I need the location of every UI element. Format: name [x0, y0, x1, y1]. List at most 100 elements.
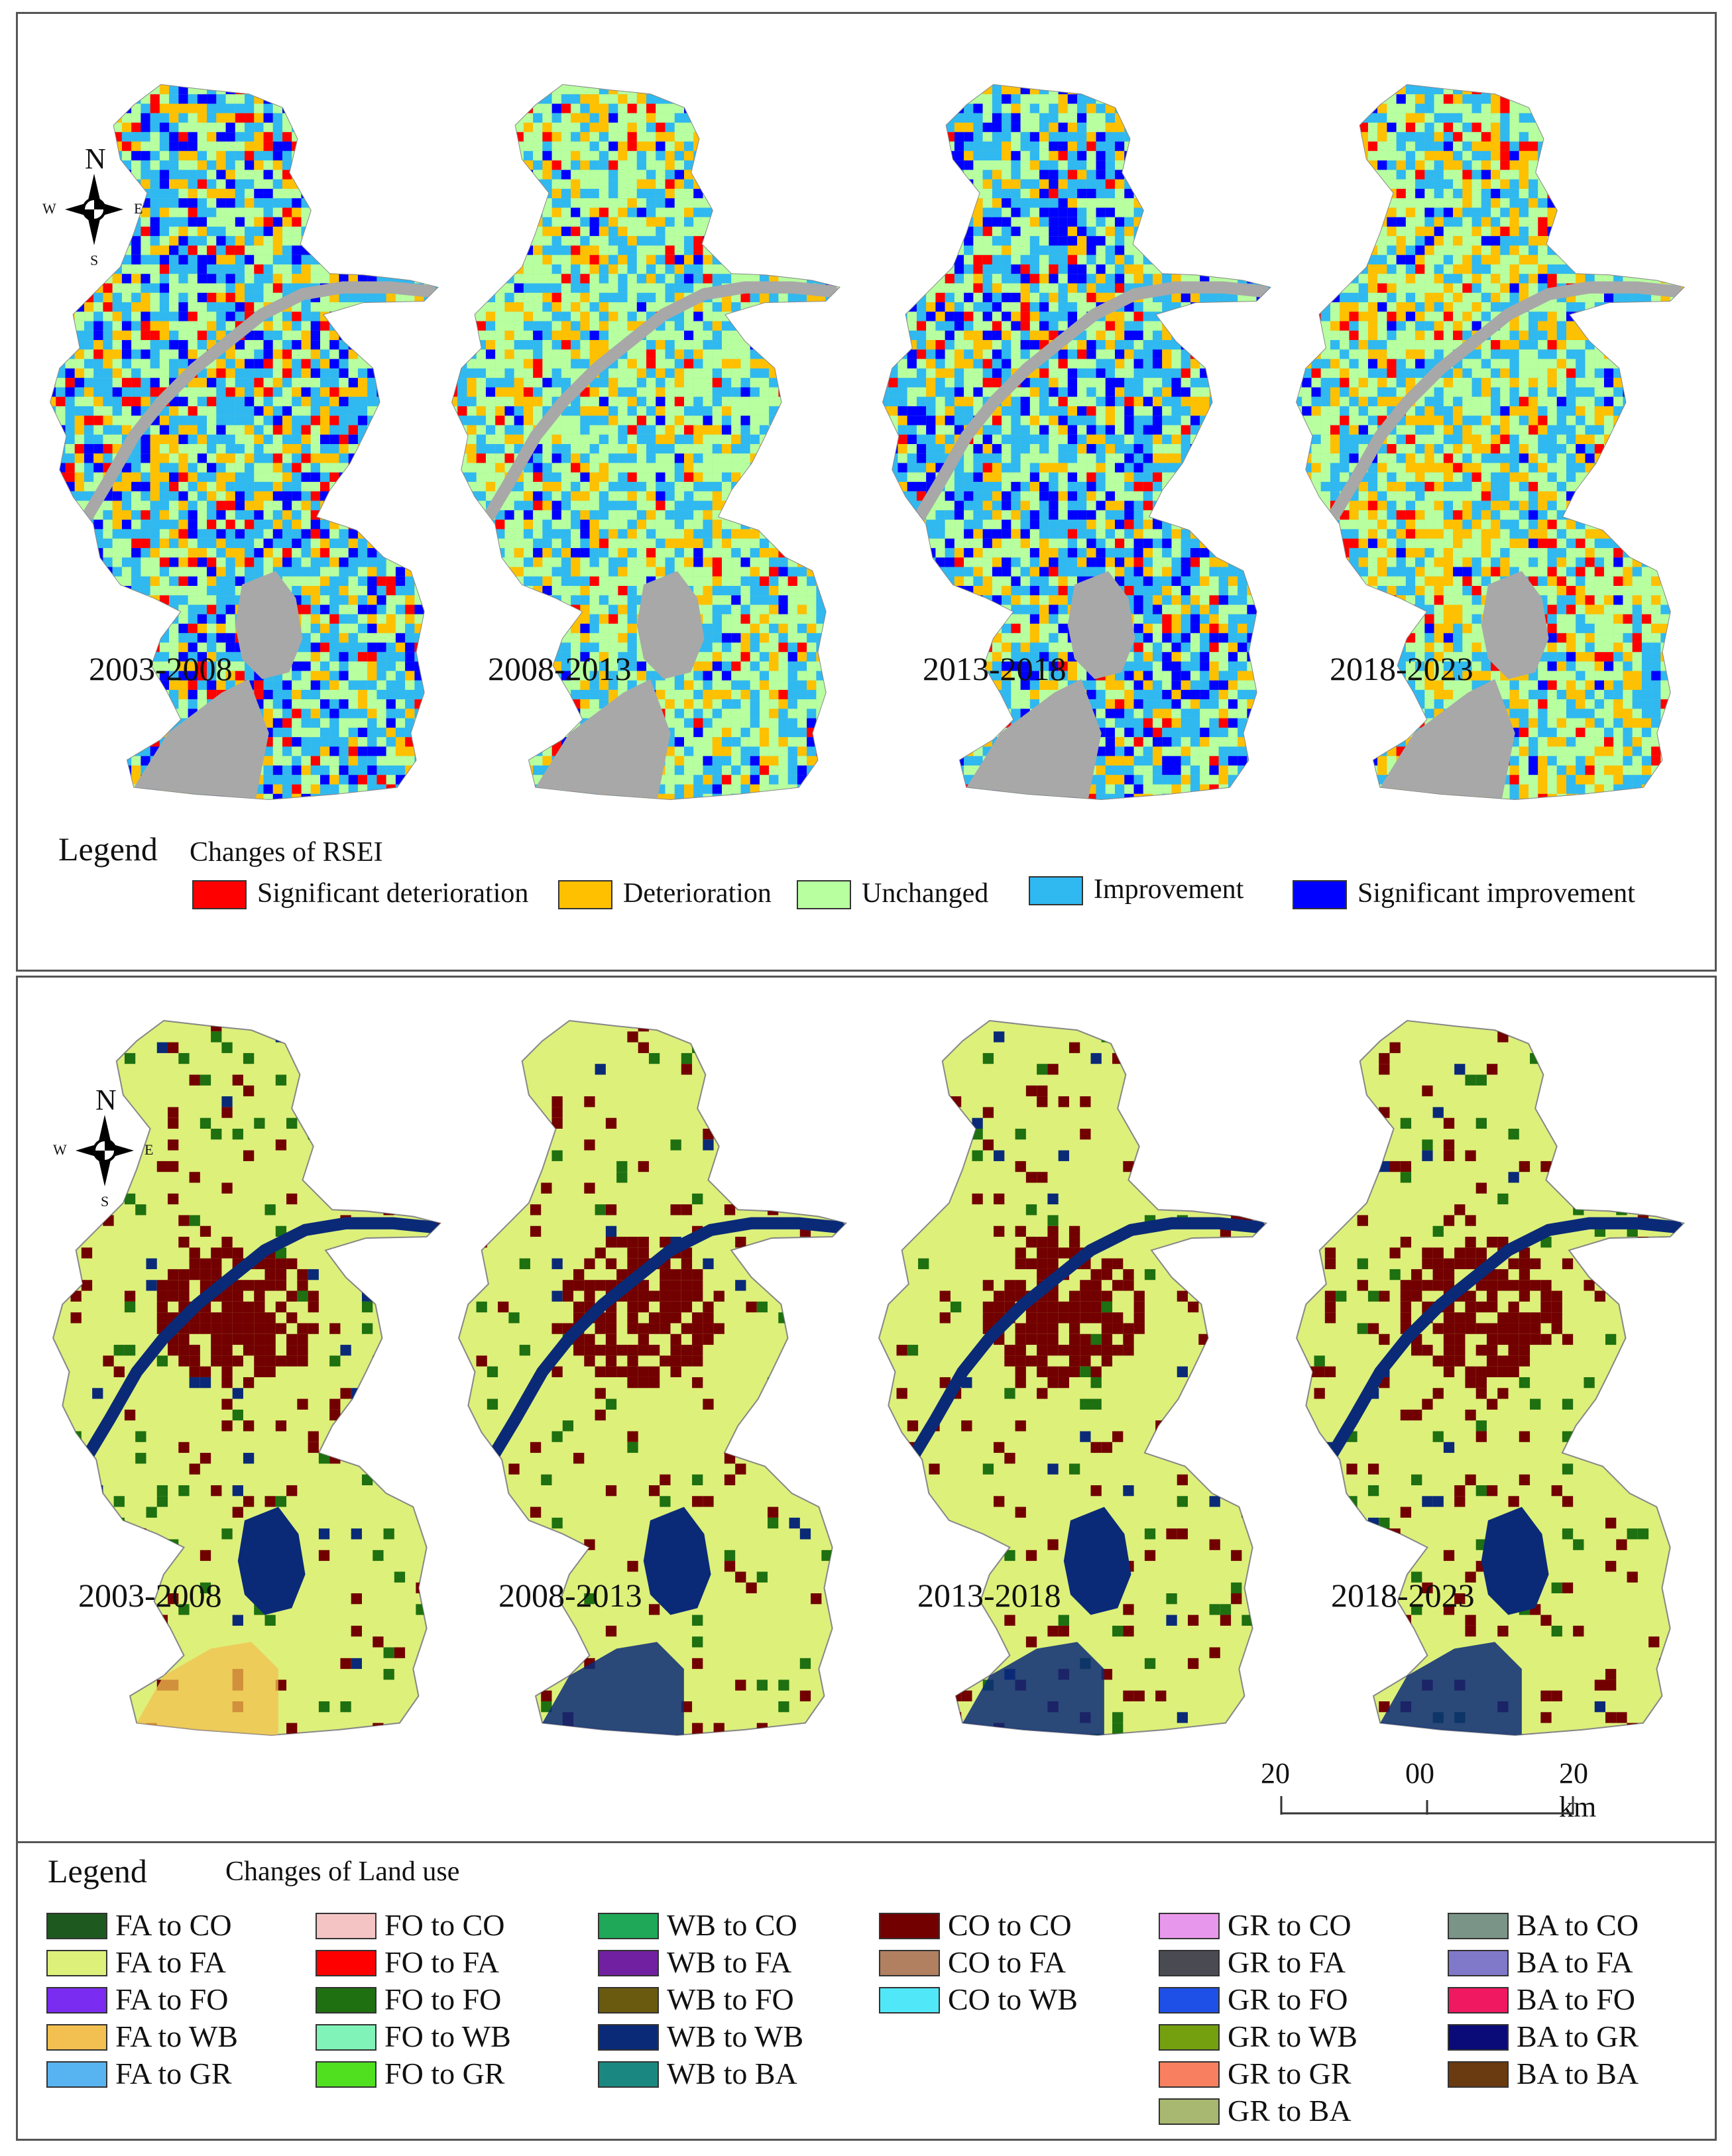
period-label-top-3: 2013-2018	[923, 650, 1067, 687]
compass-rose-bottom: N W E S	[52, 1084, 158, 1212]
rsei-legend-label: Deterioration	[623, 878, 772, 909]
landuse-legend-label: FA to FA	[115, 1945, 227, 1979]
landuse-legend-label: CO to FA	[948, 1945, 1067, 1979]
landuse-legend-swatch	[1159, 1950, 1220, 1976]
period-label-bottom-4: 2018-2023	[1331, 1577, 1475, 1614]
rsei-legend-swatch	[1293, 880, 1347, 909]
landuse-legend-label: FO to FO	[384, 1982, 502, 2016]
lake	[1481, 1506, 1549, 1615]
landuse-legend-swatch	[879, 1987, 940, 2014]
landuse-legend-swatch	[46, 2024, 107, 2051]
landuse-legend-label: BA to BA	[1517, 2057, 1639, 2090]
landuse-legend-label: GR to BA	[1228, 2094, 1352, 2128]
landuse-legend-swatch	[46, 2061, 107, 2088]
period-label-top-4: 2018-2023	[1330, 650, 1473, 687]
landuse-legend-swatch	[879, 1913, 940, 1939]
landuse-legend-swatch	[316, 2061, 376, 2088]
landuse-legend-label: GR to FA	[1228, 1945, 1346, 1979]
river	[83, 1217, 439, 1459]
rsei-legend-swatch	[558, 880, 612, 909]
river	[913, 281, 1269, 524]
rsei-legend-swatch	[797, 880, 851, 909]
compass-n: N	[85, 142, 106, 175]
landuse-legend-swatch	[598, 2024, 659, 2051]
landuse-legend-swatch	[1448, 1950, 1509, 1976]
landuse-map	[458, 1019, 847, 1736]
landuse-legend-swatch	[316, 2024, 376, 2051]
legend-subtitle-bottom: Changes of Land use	[225, 1856, 460, 1887]
scale-bar: 20 00 20 km	[1259, 1756, 1596, 1836]
rsei-legend-label: Significant improvement	[1357, 878, 1635, 909]
river	[1326, 1217, 1683, 1459]
scale-left-label: 20	[1261, 1757, 1290, 1789]
rsei-legend-swatch	[1029, 876, 1083, 905]
landuse-legend-label: FO to WB	[384, 2019, 511, 2053]
landuse-legend-swatch	[316, 1987, 376, 2014]
landuse-legend-swatch	[1159, 1987, 1220, 2014]
region-outline	[1296, 1019, 1685, 1736]
landuse-legend-label: WB to WB	[667, 2019, 804, 2053]
period-label-bottom-3: 2013-2018	[917, 1577, 1061, 1614]
landuse-legend-label: FA to GR	[115, 2057, 232, 2090]
river	[80, 281, 437, 524]
landuse-legend-swatch	[316, 1913, 376, 1939]
legend-subtitle-top: Changes of RSEI	[190, 837, 383, 868]
landuse-map	[1296, 1019, 1685, 1736]
landuse-legend-swatch	[46, 1987, 107, 2014]
landuse-legend-label: WB to FA	[667, 1945, 792, 1979]
landuse-legend-label: WB to BA	[667, 2057, 797, 2090]
landuse-legend-swatch	[1448, 2061, 1509, 2088]
landuse-legend-label: BA to GR	[1517, 2019, 1639, 2053]
landuse-legend-label: FO to GR	[384, 2057, 505, 2090]
lake	[235, 571, 303, 679]
landuse-legend-swatch	[598, 1950, 659, 1976]
period-label-bottom-1: 2003-2008	[78, 1577, 222, 1614]
legend-title-bottom: Legend	[48, 1852, 147, 1890]
landuse-legend-label: GR to FO	[1228, 1982, 1348, 2016]
landuse-legend-swatch	[1159, 2098, 1220, 2125]
river	[1326, 281, 1683, 524]
landuse-legend-label: GR to GR	[1228, 2057, 1352, 2090]
lake	[1481, 571, 1549, 679]
landuse-legend-swatch	[1159, 2024, 1220, 2051]
landuse-legend-swatch	[316, 1950, 376, 1976]
compass-w: W	[53, 1141, 67, 1158]
river	[482, 281, 838, 524]
landuse-legend-label: FA to FO	[115, 1982, 229, 2016]
landuse-legend-label: BA to CO	[1517, 1908, 1639, 1942]
landuse-legend-label: CO to CO	[948, 1908, 1072, 1942]
rsei-maps	[50, 84, 1685, 800]
rsei-legend-label: Improvement	[1094, 874, 1244, 905]
landuse-legend-label: FA to WB	[115, 2019, 238, 2053]
landuse-legend-swatch	[1448, 1913, 1509, 1939]
landuse-legend-swatch	[598, 1913, 659, 1939]
period-label-bottom-2: 2008-2013	[498, 1577, 642, 1614]
landuse-legend-label: CO to WB	[948, 1982, 1078, 2016]
lake	[1063, 1506, 1131, 1615]
scale-line	[1280, 1796, 1574, 1815]
landuse-legend-label: BA to FA	[1517, 1945, 1633, 1979]
landuse-legend-swatch	[598, 2061, 659, 2088]
compass-icon	[76, 1115, 134, 1186]
landuse-legend-swatch	[1448, 1987, 1509, 2014]
landuse-legend-label: FA to CO	[115, 1908, 232, 1942]
landuse-legend-label: GR to CO	[1228, 1908, 1352, 1942]
period-label-top-2: 2008-2013	[488, 650, 632, 687]
period-label-top-1: 2003-2008	[89, 650, 233, 687]
landuse-legend-swatch	[46, 1950, 107, 1976]
landuse-legend-swatch	[879, 1950, 940, 1976]
landuse-legend-label: WB to CO	[667, 1908, 797, 1942]
compass-w: W	[42, 200, 56, 217]
rsei-legend-label: Unchanged	[862, 878, 989, 909]
lake	[636, 571, 705, 679]
compass-n: N	[95, 1084, 117, 1116]
compass-s: S	[90, 252, 99, 268]
legend-title-top: Legend	[58, 830, 158, 868]
landuse-legend-swatch	[1159, 1913, 1220, 1939]
compass-s: S	[101, 1193, 109, 1210]
rsei-legend-swatch	[192, 880, 247, 909]
river	[489, 1217, 845, 1459]
region-outline	[878, 1019, 1267, 1736]
landuse-legend-swatch	[598, 1987, 659, 2014]
